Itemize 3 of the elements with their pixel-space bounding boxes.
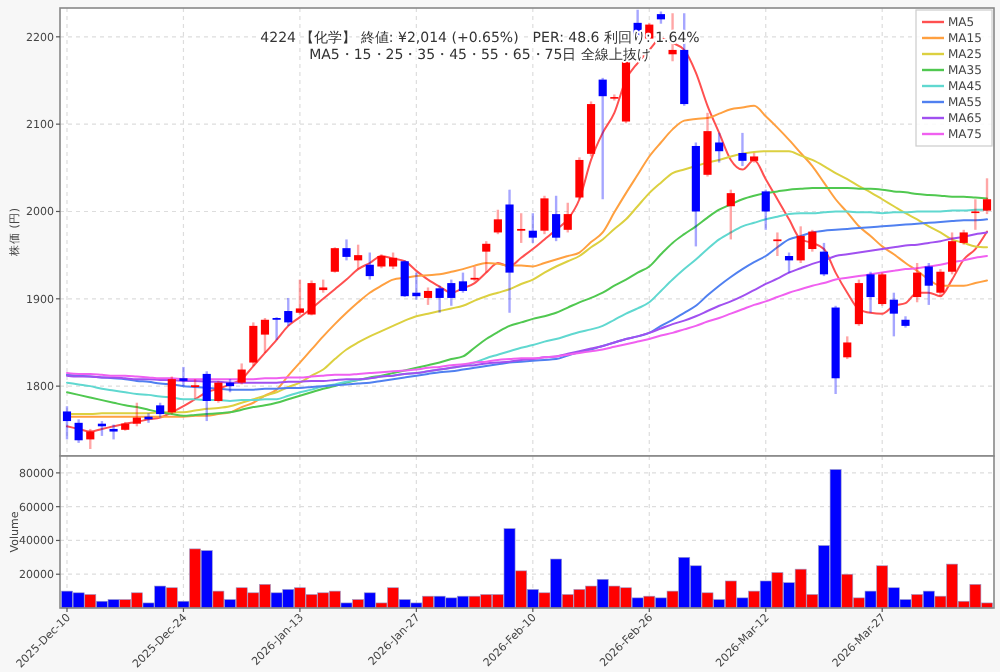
candlestick xyxy=(610,93,619,102)
candlestick xyxy=(109,423,118,441)
candlestick xyxy=(470,265,479,283)
